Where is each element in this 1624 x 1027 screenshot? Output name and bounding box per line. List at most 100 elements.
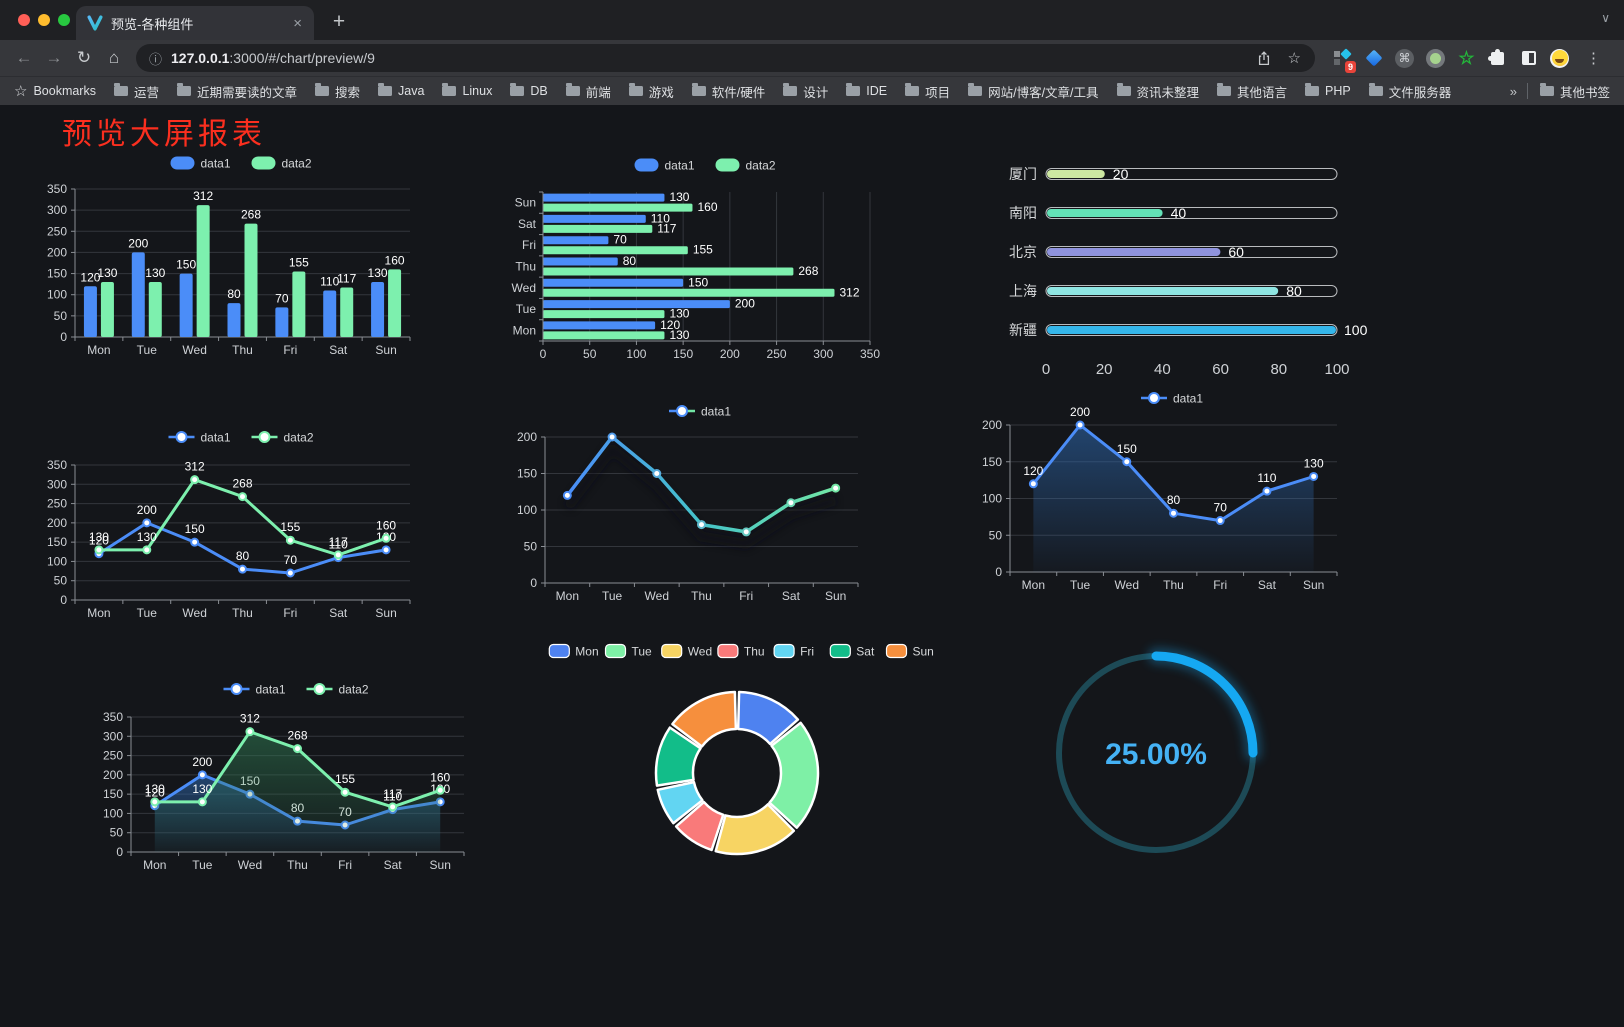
bookmark-item[interactable]: IDE	[846, 83, 887, 98]
svg-text:130: 130	[145, 266, 165, 280]
bookmark-item[interactable]: Java	[378, 83, 424, 98]
extension-star-icon[interactable]: ☆	[1458, 48, 1475, 68]
svg-text:50: 50	[989, 528, 1003, 542]
svg-text:80: 80	[1286, 283, 1302, 299]
svg-text:50: 50	[54, 309, 68, 323]
bookmark-folders: 运营 近期需要读的文章 搜索 Java Linux DB 前端 游戏 软件/硬件 设计 IDE 项目网…	[113, 82, 1510, 101]
home-button[interactable]: ⌂	[108, 48, 120, 67]
svg-text:70: 70	[1214, 501, 1228, 515]
bookmark-item[interactable]: 游戏	[628, 82, 674, 101]
bookmark-item[interactable]: 网站/博客/文章/工具	[968, 82, 1099, 101]
extension-command-icon[interactable]: ⌘	[1395, 48, 1414, 68]
svg-text:Wed: Wed	[688, 645, 712, 659]
svg-text:130: 130	[192, 782, 212, 796]
svg-text:Sun: Sun	[913, 645, 934, 659]
svg-text:200: 200	[103, 768, 123, 782]
svg-text:60: 60	[1228, 244, 1244, 260]
address-bar[interactable]: ⓘ 127.0.0.1:3000/#/chart/preview/9 ☆	[136, 44, 1315, 72]
browser-tab[interactable]: 预览-各种组件 ×	[76, 6, 314, 40]
bookmark-item[interactable]: DB	[510, 83, 548, 98]
extension-emoji-icon[interactable]	[1550, 48, 1569, 68]
svg-text:120: 120	[89, 534, 109, 548]
extension-dot-icon[interactable]	[1426, 48, 1445, 68]
svg-text:150: 150	[517, 467, 537, 481]
folder-icon	[628, 83, 643, 96]
svg-text:110: 110	[329, 538, 348, 552]
url-text[interactable]: 127.0.0.1:3000/#/chart/preview/9	[171, 50, 1244, 66]
bookmark-item[interactable]: 前端	[565, 82, 611, 101]
extension-puzzle-icon[interactable]	[1488, 48, 1507, 68]
svg-text:150: 150	[1117, 442, 1137, 456]
bookmarks-overflow-chevron[interactable]: »	[1509, 83, 1517, 99]
svg-text:Sun: Sun	[375, 606, 396, 620]
svg-text:155: 155	[289, 255, 309, 269]
bookmark-item[interactable]: 项目	[905, 82, 950, 101]
svg-text:250: 250	[767, 347, 787, 361]
share-icon[interactable]	[1253, 50, 1275, 66]
bookmark-item[interactable]: PHP	[1305, 83, 1351, 98]
bookmark-item[interactable]: 搜索	[315, 82, 360, 101]
svg-text:Sat: Sat	[329, 343, 348, 357]
reload-button[interactable]: ↻	[76, 48, 92, 67]
folder-icon	[968, 83, 983, 96]
minimize-window-button[interactable]	[38, 14, 50, 26]
svg-text:Tue: Tue	[516, 302, 537, 316]
bookmarks-manager-item[interactable]: ☆ Bookmarks	[14, 84, 96, 99]
svg-text:130: 130	[89, 530, 109, 544]
svg-text:300: 300	[813, 347, 833, 361]
bookmark-item[interactable]: 其他语言	[1217, 82, 1287, 101]
folder-icon	[442, 83, 457, 96]
extension-darkmode-icon[interactable]	[1519, 49, 1538, 68]
svg-text:312: 312	[193, 189, 213, 203]
svg-text:Mon: Mon	[556, 589, 579, 603]
svg-text:Thu: Thu	[232, 606, 253, 620]
bookmark-item[interactable]: 资讯未整理	[1116, 82, 1199, 101]
bookmark-item[interactable]: 运营	[113, 82, 159, 101]
close-window-button[interactable]	[18, 14, 30, 26]
svg-text:100: 100	[47, 288, 67, 302]
maximize-window-button[interactable]	[58, 14, 70, 26]
svg-text:150: 150	[185, 522, 205, 536]
svg-text:Wed: Wed	[512, 281, 536, 295]
other-bookmarks-item[interactable]: 其他书签	[1539, 82, 1610, 101]
bookmark-item[interactable]: 文件服务器	[1368, 82, 1451, 101]
folder-icon	[378, 83, 393, 96]
site-info-icon[interactable]: ⓘ	[149, 51, 163, 67]
svg-text:117: 117	[383, 787, 402, 801]
chart-canvas: data1 data2 0 50 100 150 200 250 300 350 Mon Tue Wed…	[47, 431, 411, 620]
svg-text:117: 117	[329, 535, 348, 549]
svg-text:200: 200	[47, 245, 67, 259]
svg-text:40: 40	[1154, 361, 1171, 378]
tab-search-chevron-icon[interactable]: ∨	[1601, 11, 1610, 25]
forward-button[interactable]: →	[45, 48, 63, 67]
svg-text:南阳: 南阳	[1009, 205, 1037, 221]
extensions-area: 9 ⌘ ☆ ⋮	[1325, 47, 1614, 73]
back-button[interactable]: ←	[15, 48, 33, 67]
svg-text:200: 200	[128, 236, 148, 250]
browser-menu-icon[interactable]: ⋮	[1586, 50, 1601, 67]
extension-columns-icon[interactable]: 9	[1333, 47, 1356, 73]
folder-icon	[783, 83, 798, 96]
svg-text:350: 350	[860, 347, 880, 361]
new-tab-button[interactable]: +	[332, 10, 346, 33]
tab-close-icon[interactable]: ×	[293, 14, 302, 32]
bookmark-star-icon[interactable]: ☆	[1287, 50, 1301, 67]
bookmark-item[interactable]: 设计	[783, 82, 828, 101]
svg-text:data1: data1	[201, 431, 231, 445]
svg-text:Wed: Wed	[182, 606, 206, 620]
svg-text:Mon: Mon	[1022, 578, 1045, 592]
svg-text:Mon: Mon	[143, 858, 166, 872]
extension-gem-icon[interactable]	[1364, 49, 1383, 68]
browser-toolbar: ← → ↻ ⌂ ⓘ 127.0.0.1:3000/#/chart/preview…	[0, 40, 1624, 76]
svg-text:300: 300	[103, 729, 123, 743]
svg-text:300: 300	[47, 203, 67, 217]
bookmark-item[interactable]: 近期需要读的文章	[177, 82, 297, 101]
bookmark-item[interactable]: Linux	[442, 83, 492, 98]
progress-bars-chart: 厦门 20 南阳 40 北京 60 上海 80 新疆 100 0 20 40 60 80 100	[990, 152, 1375, 382]
svg-text:50: 50	[524, 540, 538, 554]
svg-text:20: 20	[1096, 361, 1113, 378]
bookmark-item[interactable]: 软件/硬件	[691, 82, 765, 101]
svg-text:data2: data2	[339, 683, 369, 697]
svg-text:Sun: Sun	[375, 343, 396, 357]
svg-text:130: 130	[669, 307, 689, 321]
